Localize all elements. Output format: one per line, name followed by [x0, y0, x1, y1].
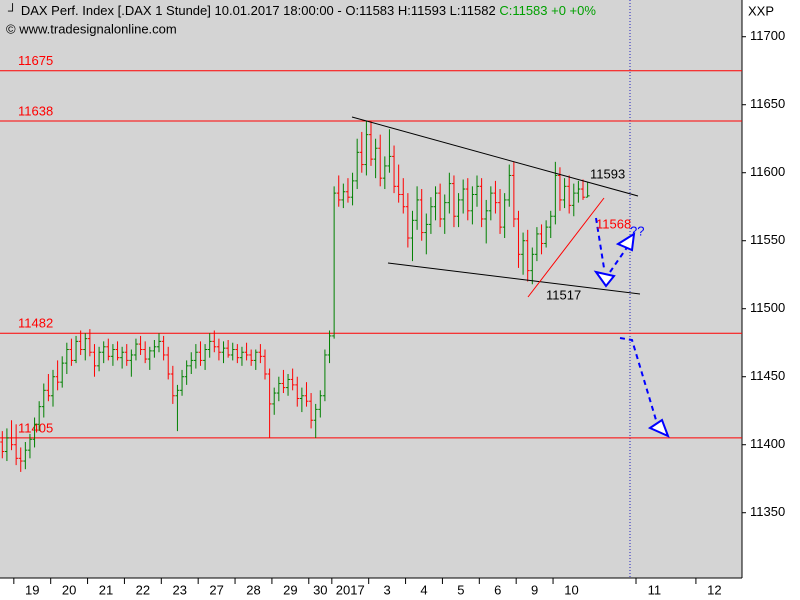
y-tick-label: 11550 [750, 232, 785, 247]
axis-label: XXP [748, 3, 774, 18]
y-tick-label: 11350 [750, 504, 785, 519]
header-datetime: 10.01.2017 18:00:00 [215, 3, 334, 18]
y-tick-label: 11700 [750, 28, 785, 43]
x-tick-label: 6 [494, 582, 501, 597]
header-title: ┘ [7, 3, 21, 18]
source: © www.tradesignalonline.com [6, 21, 177, 36]
trend-line [387, 262, 641, 295]
x-tick-label: 19 [25, 582, 39, 597]
x-tick-label: 4 [420, 582, 427, 597]
y-tick-label: 11400 [750, 436, 785, 451]
x-tick-label: 10 [564, 582, 578, 597]
y-axis-panel [742, 0, 800, 600]
level-label: 11675 [18, 53, 53, 68]
level-label: 11638 [18, 103, 53, 118]
header-title: ┘ DAX Perf. Index [.DAX 1 Stunde] 10.01.… [7, 3, 596, 18]
y-tick-label: 11600 [750, 164, 785, 179]
x-tick-label: 28 [246, 582, 260, 597]
level-label: 11482 [18, 316, 53, 331]
arrow-heads [593, 232, 670, 438]
header-title: DAX Perf. Index [.DAX 1 Stunde] [21, 3, 211, 18]
y-tick-label: 11650 [750, 96, 785, 111]
x-tick-label: 29 [283, 582, 297, 597]
header-change: C:11583 +0 +0% [499, 3, 596, 18]
header-ohlc: - O:11583 H:11593 L:11582 [337, 3, 495, 18]
y-tick-label: 11450 [750, 368, 785, 383]
x-tick-label: 27 [209, 582, 223, 597]
y-tick-label: 11500 [750, 300, 785, 315]
annotation: 11593 [590, 166, 625, 181]
annotation: 11568 [596, 216, 631, 231]
forecast-arrows [595, 217, 657, 421]
plot-background [0, 0, 742, 578]
x-tick-label: 5 [457, 582, 464, 597]
trend-line [527, 197, 605, 298]
x-axis-panel [0, 578, 742, 600]
x-tick-label: 21 [99, 582, 113, 597]
level-label: 11405 [18, 420, 53, 435]
x-tick-label: 3 [384, 582, 391, 597]
annotation: ?? [630, 223, 644, 238]
trend-line [351, 116, 639, 197]
x-tick-label: 11 [648, 582, 662, 597]
annotation: 11517 [546, 287, 581, 302]
x-tick-label: 22 [136, 582, 150, 597]
x-tick-label: 2017 [336, 582, 365, 597]
x-tick-label: 9 [531, 582, 538, 597]
x-tick-label: 23 [173, 582, 187, 597]
x-tick-label: 20 [62, 582, 76, 597]
x-tick-label: 12 [707, 582, 721, 597]
x-tick-label: 30 [313, 582, 327, 597]
